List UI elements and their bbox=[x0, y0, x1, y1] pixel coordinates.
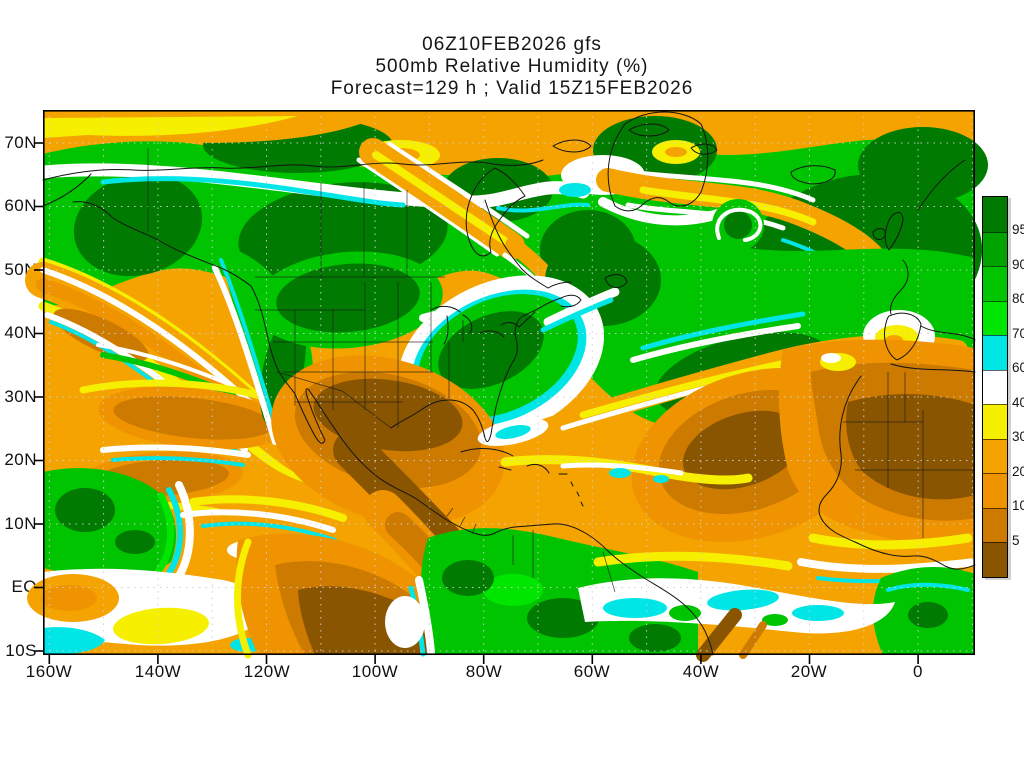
title-valid-line: Forecast=129 h ; Valid 15Z15FEB2026 bbox=[330, 78, 694, 99]
lon-label: 20W bbox=[790, 662, 828, 681]
lon-label: 120W bbox=[243, 662, 291, 681]
colorbar-label: 60 bbox=[1012, 360, 1024, 375]
colorbar-segment bbox=[983, 231, 1007, 266]
colorbar-segment bbox=[983, 542, 1007, 577]
colorbar-label: 30 bbox=[1012, 429, 1024, 444]
coastlines-layer bbox=[42, 111, 976, 656]
colorbar bbox=[982, 196, 1008, 578]
lon-label: 100W bbox=[351, 662, 399, 681]
lon-label: 140W bbox=[134, 662, 182, 681]
colorbar-label: 95 bbox=[1012, 222, 1024, 237]
lat-label: 30N bbox=[4, 387, 37, 406]
title-block: 06Z10FEB2026 gfs 500mb Relative Humidity… bbox=[0, 34, 1024, 100]
colorbar-label: 40 bbox=[1012, 395, 1024, 410]
rh-field-africa bbox=[778, 339, 979, 655]
humidity-map-plot bbox=[25, 110, 988, 664]
lon-label: 160W bbox=[25, 662, 73, 681]
colorbar-label: 90 bbox=[1012, 257, 1024, 272]
lon-label: 40W bbox=[682, 662, 720, 681]
colorbar-segment bbox=[983, 369, 1007, 404]
lat-label: 60N bbox=[4, 196, 37, 215]
colorbar-label: 70 bbox=[1012, 326, 1024, 341]
colorbar-segment bbox=[983, 335, 1007, 370]
lon-label: 0 bbox=[913, 662, 923, 681]
lon-label: 80W bbox=[465, 662, 503, 681]
rh-field-equatorial-atlantic bbox=[578, 551, 895, 662]
colorbar-segment bbox=[983, 507, 1007, 542]
lat-label: 20N bbox=[4, 450, 37, 469]
map-frame bbox=[34, 110, 976, 664]
lat-label: 40N bbox=[4, 323, 37, 342]
colorbar-label: 80 bbox=[1012, 291, 1024, 306]
colorbar-label: 5 bbox=[1012, 533, 1020, 548]
colorbar-segment bbox=[983, 404, 1007, 439]
lat-label: 10N bbox=[4, 514, 37, 533]
title-run-line: 06Z10FEB2026 gfs bbox=[422, 34, 602, 55]
political-borders-layer bbox=[147, 148, 975, 593]
title-field-line: 500mb Relative Humidity (%) bbox=[375, 56, 649, 77]
lon-label: 60W bbox=[573, 662, 611, 681]
colorbar-label: 10 bbox=[1012, 498, 1024, 513]
rh-field-caribbean bbox=[477, 418, 753, 485]
colorbar-segment bbox=[983, 197, 1007, 232]
colorbar-segment bbox=[983, 438, 1007, 473]
colorbar-segment bbox=[983, 300, 1007, 335]
lat-label: 10S bbox=[5, 641, 37, 660]
colorbar-label: 20 bbox=[1012, 464, 1024, 479]
colorbar-segment bbox=[983, 473, 1007, 508]
colorbar-segment bbox=[983, 266, 1007, 301]
lat-label: 70N bbox=[4, 133, 37, 152]
